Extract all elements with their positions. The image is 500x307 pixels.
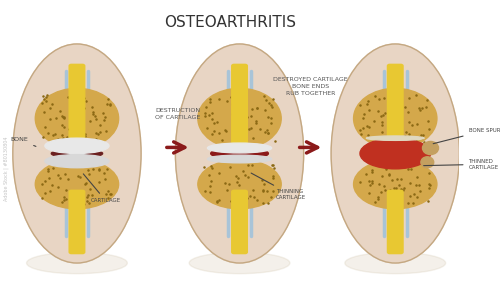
FancyBboxPatch shape [69, 64, 84, 150]
FancyBboxPatch shape [232, 190, 248, 254]
Text: Adobe Stock | #80130804: Adobe Stock | #80130804 [3, 136, 8, 201]
FancyBboxPatch shape [69, 190, 84, 254]
Ellipse shape [210, 148, 268, 159]
Text: THINNING
CARTILAGE: THINNING CARTILAGE [251, 173, 306, 200]
Ellipse shape [198, 88, 281, 149]
Ellipse shape [345, 252, 446, 274]
Ellipse shape [52, 149, 102, 158]
FancyBboxPatch shape [388, 190, 403, 254]
Text: DESTRUCTION
OF CARTILAGE: DESTRUCTION OF CARTILAGE [155, 108, 200, 120]
Text: BONE: BONE [10, 137, 36, 146]
Ellipse shape [45, 138, 109, 154]
Text: BONE SPUR: BONE SPUR [433, 128, 500, 144]
Ellipse shape [189, 252, 290, 274]
FancyBboxPatch shape [388, 64, 403, 150]
Ellipse shape [421, 157, 434, 168]
Ellipse shape [354, 160, 437, 209]
Ellipse shape [198, 160, 281, 209]
Ellipse shape [422, 142, 438, 155]
Ellipse shape [26, 252, 128, 274]
Text: DESTROYED CARTILAGE
BONE ENDS
RUB TOGETHER: DESTROYED CARTILAGE BONE ENDS RUB TOGETH… [273, 77, 348, 96]
Ellipse shape [45, 155, 109, 168]
Ellipse shape [354, 88, 437, 149]
FancyBboxPatch shape [232, 64, 248, 150]
Ellipse shape [208, 155, 272, 163]
Ellipse shape [331, 44, 460, 263]
Text: CARTILAGE: CARTILAGE [84, 174, 121, 203]
Ellipse shape [36, 88, 118, 149]
Ellipse shape [366, 136, 424, 140]
Ellipse shape [176, 44, 304, 263]
Ellipse shape [13, 44, 141, 263]
Ellipse shape [208, 143, 272, 153]
Ellipse shape [36, 160, 118, 209]
Ellipse shape [360, 138, 430, 169]
Text: OSTEOARTHRITIS: OSTEOARTHRITIS [164, 15, 296, 30]
Text: THINNED
CARTILAGE: THINNED CARTILAGE [424, 159, 498, 170]
